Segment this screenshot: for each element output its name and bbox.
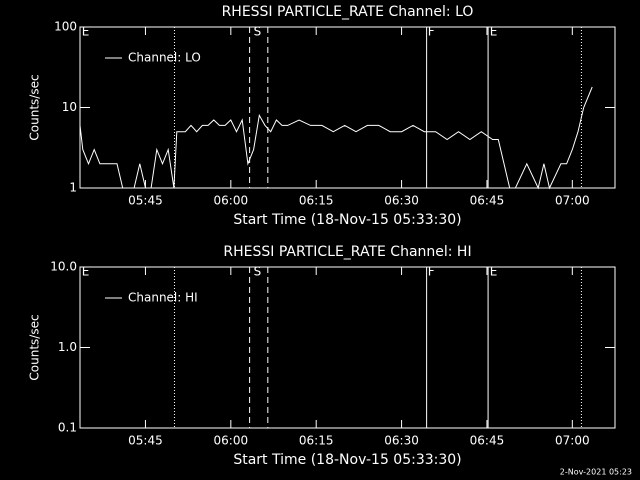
y-axis-label: Counts/sec — [28, 314, 42, 380]
data-line — [79, 86, 593, 190]
event-flag: F — [428, 265, 435, 279]
y-tick-label: 100 — [54, 20, 77, 34]
x-tick-label: 06:30 — [384, 194, 419, 208]
y-tick-label: 1 — [69, 181, 77, 195]
x-tick-label: 06:00 — [214, 194, 249, 208]
legend-label: Channel: LO — [128, 51, 201, 65]
y-tick-label: 1.0 — [58, 340, 77, 354]
event-flag: S — [254, 25, 262, 39]
y-tick-label: 10.0 — [50, 260, 77, 274]
x-tick-label: 07:00 — [555, 434, 590, 448]
event-flag: E — [82, 265, 90, 279]
x-tick-label: 07:00 — [555, 194, 590, 208]
y-axis-label: Counts/sec — [28, 74, 42, 140]
chart-title: RHESSI PARTICLE_RATE Channel: HI — [223, 244, 471, 260]
footer: 2-Nov-2021 05:23 — [560, 468, 632, 477]
x-tick-label: 06:15 — [299, 434, 334, 448]
x-tick-label: 06:30 — [384, 434, 419, 448]
chart-title: RHESSI PARTICLE_RATE Channel: LO — [222, 4, 474, 20]
x-tick-label: 06:45 — [470, 434, 505, 448]
x-axis-label: Start Time (18-Nov-15 05:33:30) — [233, 212, 461, 228]
x-tick-label: 06:00 — [214, 434, 249, 448]
x-tick-label: 05:45 — [128, 434, 163, 448]
x-axis-label: Start Time (18-Nov-15 05:33:30) — [233, 452, 461, 468]
y-tick-label: 0.1 — [58, 421, 77, 435]
event-flag: E — [490, 25, 498, 39]
x-tick-label: 05:45 — [128, 194, 163, 208]
event-flag: E — [82, 25, 90, 39]
event-flag: F — [428, 25, 435, 39]
event-flag: S — [254, 265, 262, 279]
x-tick-label: 06:15 — [299, 194, 334, 208]
event-flag: E — [490, 265, 498, 279]
y-tick-label: 10 — [62, 100, 77, 114]
legend-label: Channel: HI — [128, 291, 198, 305]
x-tick-label: 06:45 — [470, 194, 505, 208]
